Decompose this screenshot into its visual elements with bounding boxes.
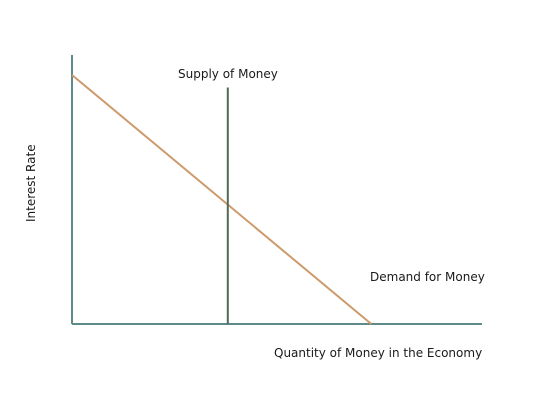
demand-for-money-label: Demand for Money [370, 270, 485, 284]
x-axis-label: Quantity of Money in the Economy [274, 346, 482, 360]
y-axis-label: Interest Rate [24, 144, 38, 222]
demand-for-money-line [71, 74, 372, 325]
supply-of-money-label: Supply of Money [178, 67, 278, 81]
